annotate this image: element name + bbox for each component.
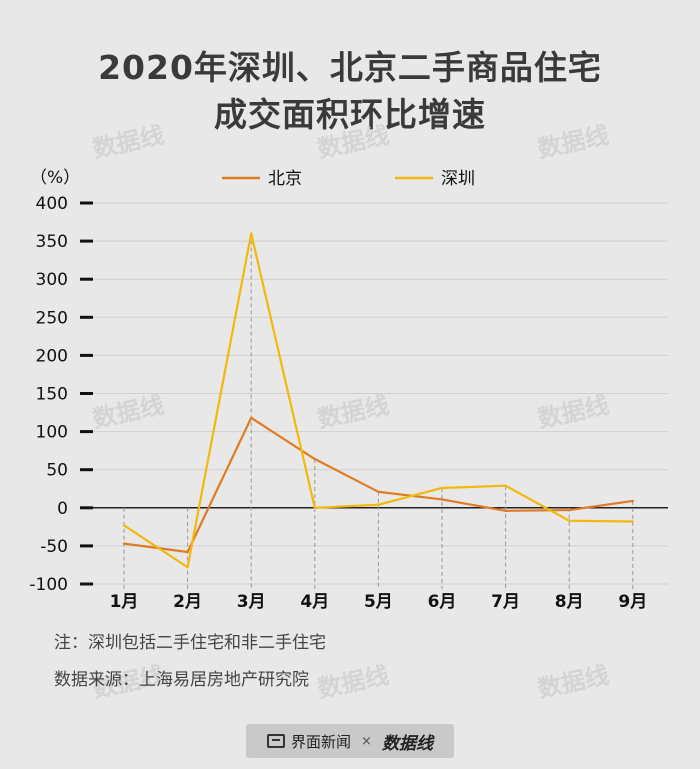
watermark-7: 数据线: [315, 660, 391, 703]
x-tick-label-3: 4月: [300, 592, 329, 612]
footer-times: ×: [361, 733, 372, 749]
series-line-0: [123, 416, 633, 554]
x-tick-label-5: 6月: [428, 592, 457, 612]
series-0-point-1: [186, 550, 189, 554]
footer-brand-jiemian: 界面新闻: [291, 732, 352, 751]
watermark-3: 数据线: [90, 390, 166, 433]
footer-brand-bar: 界面新闻 × 数据线: [246, 724, 454, 758]
watermark-2: 数据线: [535, 120, 611, 163]
x-tick-label-4: 5月: [364, 592, 393, 612]
y-tick-label-6: 100: [36, 423, 68, 443]
series-0-point-5: [440, 498, 444, 501]
jiemian-logo-icon: [267, 734, 286, 748]
y-tick-label-7: 50: [46, 461, 68, 481]
watermark-0: 数据线: [90, 120, 166, 163]
x-tick-label-7: 8月: [555, 592, 584, 612]
y-tick-label-4: 200: [36, 346, 68, 366]
chart-title: 2020年深圳、北京二手商品住宅 成交面积环比增速: [0, 44, 700, 138]
x-tick-label-8: 9月: [618, 592, 647, 612]
y-tick-label-5: 150: [36, 385, 68, 405]
x-tick-label-0: 1月: [110, 592, 139, 612]
y-tick-label-8: 0: [57, 499, 68, 519]
series-1-point-0: [122, 524, 126, 527]
watermark-8: 数据线: [535, 660, 611, 703]
series-1-point-4: [377, 503, 380, 506]
series-0-point-0: [122, 542, 126, 545]
y-tick-label-0: 400: [36, 194, 68, 214]
series-0-point-8: [631, 499, 634, 503]
y-tick-label-9: -50: [40, 537, 68, 557]
series-0-point-4: [377, 490, 380, 493]
series-0-point-7: [568, 508, 571, 512]
y-tick-label-10: -100: [29, 575, 68, 595]
watermark-5: 数据线: [535, 390, 611, 433]
series-0-point-6: [504, 509, 507, 513]
x-tick-label-6: 7月: [491, 592, 520, 612]
series-1-point-5: [440, 486, 444, 490]
series-1-point-3: [313, 506, 316, 509]
footnote: 注：深圳包括二手住宅和非二手住宅: [54, 633, 326, 653]
series-0-point-2: [250, 416, 253, 420]
source-note: 数据来源：上海易居房地产研究院: [54, 670, 309, 690]
series-1-point-7: [568, 519, 571, 522]
y-tick-label-2: 300: [36, 270, 68, 290]
y-tick-label-1: 350: [36, 232, 68, 252]
series-1-point-2: [250, 232, 253, 235]
watermark-1: 数据线: [315, 120, 391, 163]
y-tick-label-3: 250: [36, 308, 68, 328]
legend-label-1: 深圳: [441, 169, 475, 189]
legend-label-0: 北京: [268, 169, 302, 189]
series-0-point-3: [313, 457, 316, 461]
watermark-4: 数据线: [315, 390, 391, 433]
x-tick-label-1: 2月: [173, 592, 202, 612]
chart-title-line2: 成交面积环比增速: [214, 95, 486, 134]
y-axis-label: （%）: [30, 168, 80, 188]
series-1-point-8: [631, 520, 634, 523]
series-1-point-6: [504, 484, 507, 487]
x-tick-label-2: 3月: [237, 592, 266, 612]
chart-title-line1: 2020年深圳、北京二手商品住宅: [98, 48, 602, 87]
footer-brand-datawire: 数据线: [381, 733, 433, 754]
series-1-point-1: [186, 566, 189, 569]
